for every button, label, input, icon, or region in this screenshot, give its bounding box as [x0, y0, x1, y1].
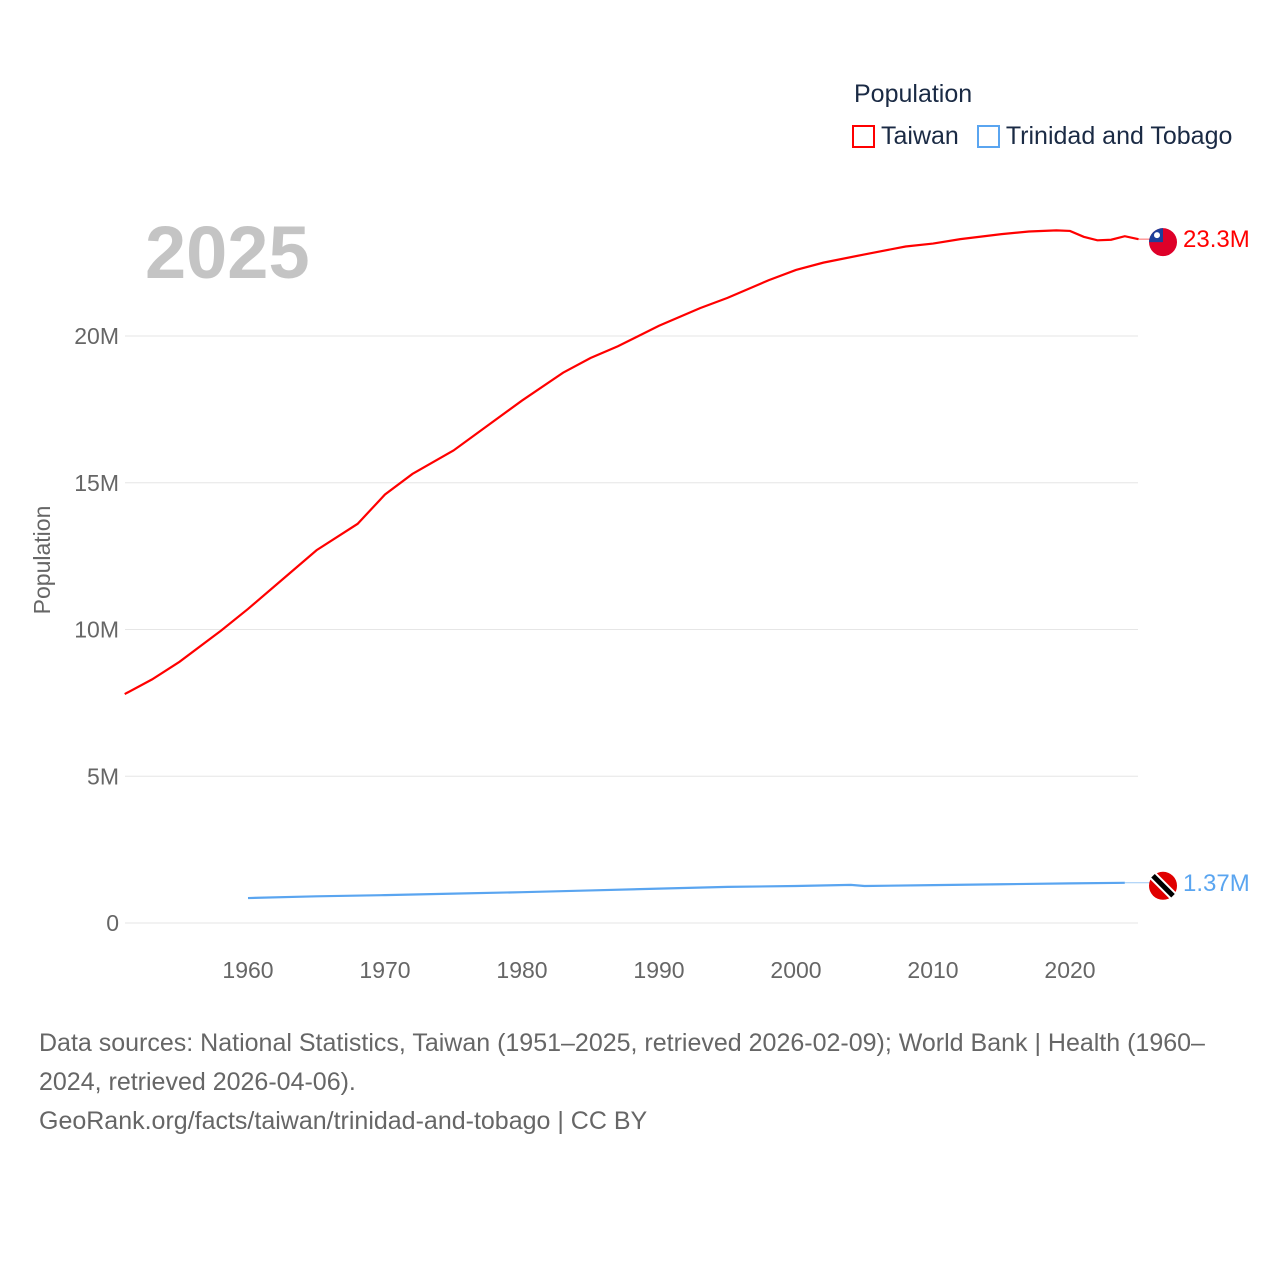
- legend: Taiwan Trinidad and Tobago: [852, 122, 1232, 151]
- legend-swatch: [852, 125, 875, 148]
- legend-label: Trinidad and Tobago: [1005, 122, 1233, 150]
- footer: Data sources: National Statistics, Taiwa…: [39, 1024, 1249, 1141]
- y-tick-label: 15M: [74, 470, 119, 496]
- year-label: 2025: [145, 211, 310, 294]
- x-tick-label: 2000: [770, 957, 821, 983]
- legend-item-trinidad[interactable]: Trinidad and Tobago: [976, 122, 1233, 151]
- legend-label: Taiwan: [881, 122, 959, 150]
- legend-item-taiwan[interactable]: Taiwan: [852, 122, 959, 151]
- y-axis-label: Population: [29, 506, 55, 615]
- data-sources: Data sources: National Statistics, Taiwa…: [39, 1029, 1205, 1096]
- y-tick-label: 20M: [74, 323, 119, 349]
- end-value-label: 1.37M: [1183, 870, 1250, 897]
- series-line-1: [247, 881, 1125, 900]
- x-tick-label: 1970: [359, 957, 410, 983]
- x-tick-label: 1960: [222, 957, 273, 983]
- x-tick-label: 2010: [907, 957, 958, 983]
- end-value-label: 23.3M: [1183, 226, 1250, 253]
- y-tick-label: 0: [106, 910, 119, 936]
- series-line-0: [124, 229, 1139, 696]
- y-tick-label: 5M: [87, 763, 119, 789]
- x-tick-label: 1990: [633, 957, 684, 983]
- credit-link[interactable]: GeoRank.org/facts/taiwan/trinidad-and-to…: [39, 1107, 648, 1135]
- legend-swatch: [976, 125, 1000, 148]
- x-tick-label: 1980: [496, 957, 547, 983]
- legend-title: Population: [854, 80, 973, 108]
- flag-stripe-black: [1151, 874, 1175, 898]
- x-tick-label: 2020: [1044, 957, 1095, 983]
- taiwan-flag-sun: [1154, 232, 1160, 239]
- y-tick-label: 10M: [74, 617, 119, 643]
